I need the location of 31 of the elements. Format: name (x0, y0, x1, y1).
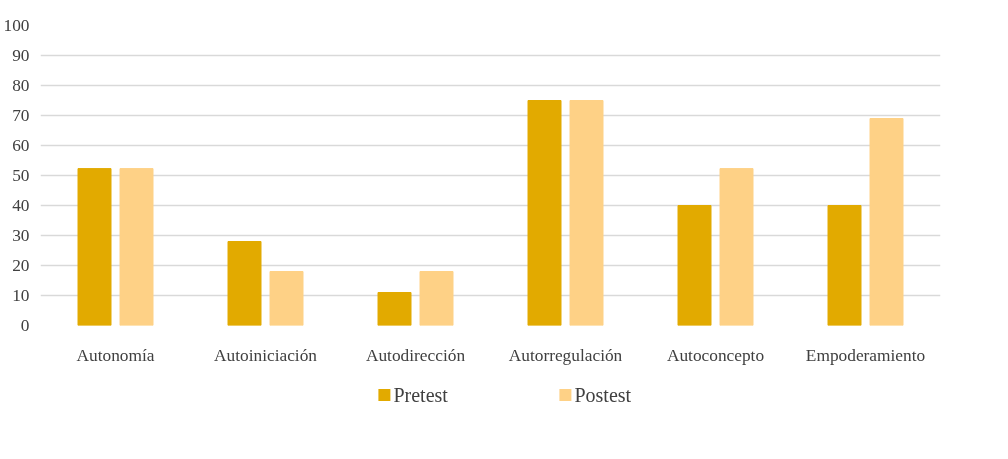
y-tick-label: 10 (12, 286, 30, 305)
legend-label: Postest (574, 384, 632, 406)
bar (869, 118, 904, 326)
x-tick-label: Empoderamiento (805, 345, 926, 365)
y-tick-label: 20 (12, 256, 30, 275)
y-tick-label: 0 (20, 316, 30, 335)
bar (719, 168, 754, 326)
x-tick-label: Autoconcepto (666, 345, 765, 365)
y-tick-label: 80 (12, 76, 30, 95)
x-tick-label: Autonomía (76, 345, 155, 365)
y-tick-label: 70 (12, 106, 30, 125)
bar (119, 168, 154, 326)
bar (269, 271, 304, 326)
y-tick-label: 60 (12, 136, 30, 155)
bar (377, 292, 412, 326)
x-tick-label: Autoiniciación (214, 345, 318, 365)
bar (677, 205, 712, 326)
x-tick-label: Autorregulación (508, 345, 623, 365)
y-tick-label: 30 (12, 226, 30, 245)
y-tick-label: 90 (12, 46, 30, 65)
bar (77, 168, 112, 326)
legend-label: Pretest (393, 384, 449, 406)
x-tick-label: Autodirección (365, 345, 466, 365)
bar (827, 205, 862, 326)
bar (569, 100, 604, 326)
y-tick-label: 40 (12, 196, 30, 215)
bar (527, 100, 562, 326)
y-tick-label: 100 (3, 16, 30, 35)
y-tick-label: 50 (12, 166, 30, 185)
bar (419, 271, 454, 326)
bar (227, 241, 262, 326)
